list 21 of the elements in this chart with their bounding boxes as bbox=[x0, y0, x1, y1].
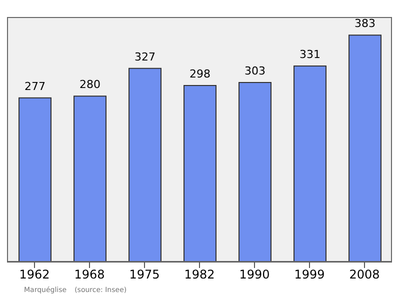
bar bbox=[348, 34, 382, 262]
bar bbox=[238, 82, 272, 262]
data-label: 327 bbox=[134, 50, 156, 64]
bar bbox=[18, 97, 52, 262]
bar bbox=[294, 65, 326, 262]
x-tick-label: 1968 bbox=[74, 268, 105, 282]
bar bbox=[74, 96, 106, 262]
data-label: 280 bbox=[80, 78, 100, 92]
data-label: 277 bbox=[24, 80, 46, 93]
data-label: 303 bbox=[244, 64, 266, 78]
x-tick-label: 1962 bbox=[19, 268, 50, 282]
x-tick-label: 1982 bbox=[184, 268, 215, 282]
x-tick-label: 2008 bbox=[349, 268, 380, 282]
data-label: 383 bbox=[354, 17, 376, 30]
x-tick-label: 1990 bbox=[239, 268, 270, 282]
data-label: 298 bbox=[190, 67, 210, 80]
bar bbox=[128, 68, 162, 262]
data-label: 331 bbox=[300, 48, 320, 61]
x-tick-label: 1975 bbox=[129, 268, 160, 282]
bar bbox=[184, 84, 216, 262]
x-tick-label: 1999 bbox=[294, 268, 325, 282]
